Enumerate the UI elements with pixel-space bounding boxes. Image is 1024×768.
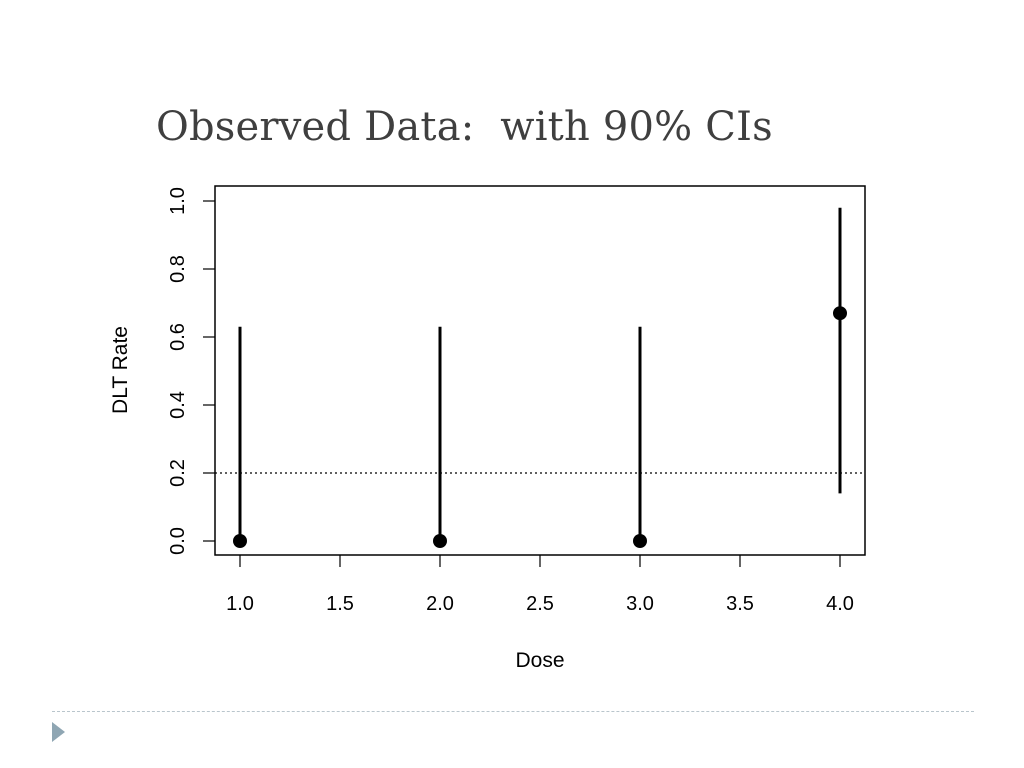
footer-divider — [52, 711, 974, 712]
y-tick-label: 1.0 — [167, 187, 189, 215]
x-tick-label: 3.0 — [626, 593, 654, 615]
y-tick-label: 0.2 — [167, 459, 189, 487]
data-point — [233, 534, 247, 548]
y-axis-label: DLT Rate — [109, 326, 132, 414]
x-tick-label: 4.0 — [826, 593, 854, 615]
x-tick-label: 1.0 — [226, 593, 254, 615]
plot-frame — [214, 185, 866, 556]
marks-group — [233, 207, 847, 548]
slide-title: Observed Data: with 90% CIs — [156, 104, 773, 150]
x-tick-label: 2.0 — [426, 593, 454, 615]
y-tick-label: 0.4 — [167, 391, 189, 419]
data-point — [633, 534, 647, 548]
y-tick-label: 0.0 — [167, 527, 189, 555]
x-tick-label: 3.5 — [726, 593, 754, 615]
x-tick-label: 1.5 — [326, 593, 354, 615]
x-tick-label: 2.5 — [526, 593, 554, 615]
x-axis-label: Dose — [515, 649, 564, 672]
data-point — [833, 306, 847, 321]
y-tick-label: 0.8 — [167, 255, 189, 283]
bullet-triangle-icon — [52, 722, 65, 742]
data-point — [433, 534, 447, 548]
y-tick-label: 0.6 — [167, 323, 189, 351]
axes-group: 1.0 1.5 2.0 2.5 3.0 3.5 4.0 0.0 0.2 0.4 0.6 0.8 1.0 — [167, 187, 854, 615]
